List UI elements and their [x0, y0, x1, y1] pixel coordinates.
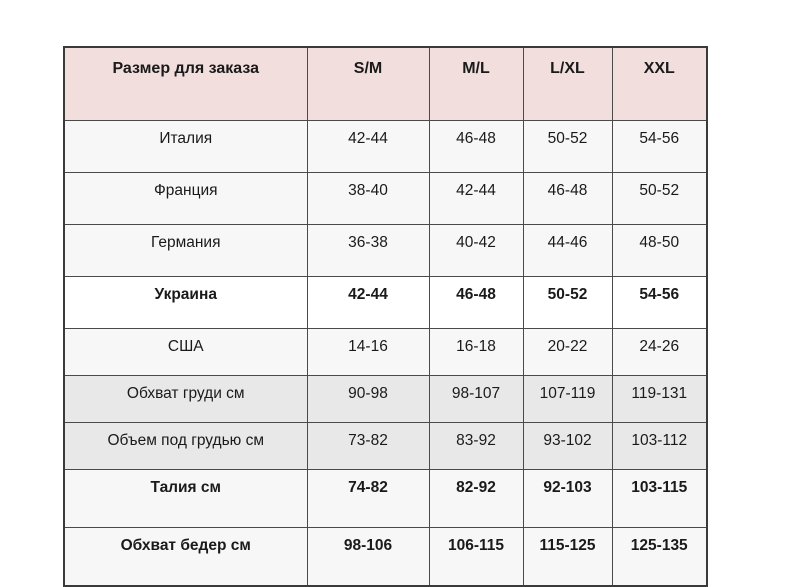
- row-label: Италия: [63, 120, 308, 173]
- header-row: Размер для заказа S/M M/L L/XL XXL: [63, 46, 708, 121]
- column-header-ml: M/L: [428, 46, 524, 121]
- cell-sm: 38-40: [306, 172, 430, 225]
- size-chart-container: Размер для заказа S/M M/L L/XL XXL Итали…: [63, 46, 708, 587]
- size-chart-table: Размер для заказа S/M M/L L/XL XXL Итали…: [63, 46, 708, 587]
- column-header-lxl: L/XL: [522, 46, 613, 121]
- row-label: США: [63, 328, 308, 376]
- row-label: Талия см: [63, 469, 308, 528]
- table-row: Обхват груди см 90-98 98-107 107-119 119-131: [63, 375, 708, 423]
- cell-lxl: 50-52: [522, 120, 613, 173]
- cell-ml: 98-107: [428, 375, 524, 423]
- cell-lxl: 46-48: [522, 172, 613, 225]
- cell-ml: 46-48: [428, 276, 524, 329]
- cell-lxl: 93-102: [522, 422, 613, 470]
- cell-sm: 36-38: [306, 224, 430, 277]
- table-row: Франция 38-40 42-44 46-48 50-52: [63, 172, 708, 225]
- cell-lxl: 44-46: [522, 224, 613, 277]
- cell-xxl: 54-56: [611, 276, 708, 329]
- table-row: Италия 42-44 46-48 50-52 54-56: [63, 120, 708, 173]
- cell-sm: 90-98: [306, 375, 430, 423]
- table-row: Германия 36-38 40-42 44-46 48-50: [63, 224, 708, 277]
- cell-xxl: 103-115: [611, 469, 708, 528]
- cell-ml: 82-92: [428, 469, 524, 528]
- cell-lxl: 107-119: [522, 375, 613, 423]
- cell-xxl: 54-56: [611, 120, 708, 173]
- cell-ml: 106-115: [428, 527, 524, 587]
- table-row: США 14-16 16-18 20-22 24-26: [63, 328, 708, 376]
- cell-xxl: 50-52: [611, 172, 708, 225]
- column-header-size-label: Размер для заказа: [63, 46, 308, 121]
- cell-ml: 83-92: [428, 422, 524, 470]
- row-label: Обхват бедер см: [63, 527, 308, 587]
- cell-lxl: 115-125: [522, 527, 613, 587]
- cell-lxl: 20-22: [522, 328, 613, 376]
- cell-ml: 40-42: [428, 224, 524, 277]
- row-label: Украина: [63, 276, 308, 329]
- cell-sm: 42-44: [306, 120, 430, 173]
- cell-xxl: 24-26: [611, 328, 708, 376]
- cell-sm: 74-82: [306, 469, 430, 528]
- row-label: Германия: [63, 224, 308, 277]
- cell-ml: 46-48: [428, 120, 524, 173]
- cell-lxl: 92-103: [522, 469, 613, 528]
- table-row: Украина 42-44 46-48 50-52 54-56: [63, 276, 708, 329]
- table-body: Италия 42-44 46-48 50-52 54-56 Франция 38-40 42…: [63, 120, 708, 587]
- row-label: Франция: [63, 172, 308, 225]
- table-row: Объем под грудью см 73-82 83-92 93-102 103-1…: [63, 422, 708, 470]
- table-header: Размер для заказа S/M M/L L/XL XXL: [63, 46, 708, 121]
- cell-sm: 42-44: [306, 276, 430, 329]
- cell-ml: 16-18: [428, 328, 524, 376]
- cell-sm: 14-16: [306, 328, 430, 376]
- column-header-xxl: XXL: [611, 46, 708, 121]
- cell-lxl: 50-52: [522, 276, 613, 329]
- row-label: Объем под грудью см: [63, 422, 308, 470]
- row-label: Обхват груди см: [63, 375, 308, 423]
- cell-ml: 42-44: [428, 172, 524, 225]
- cell-sm: 98-106: [306, 527, 430, 587]
- cell-xxl: 103-112: [611, 422, 708, 470]
- cell-xxl: 48-50: [611, 224, 708, 277]
- cell-sm: 73-82: [306, 422, 430, 470]
- cell-xxl: 119-131: [611, 375, 708, 423]
- cell-xxl: 125-135: [611, 527, 708, 587]
- table-row: Талия см 74-82 82-92 92-103 103-115: [63, 469, 708, 528]
- table-row: Обхват бедер см 98-106 106-115 115-125 125-1…: [63, 527, 708, 587]
- column-header-sm: S/M: [306, 46, 430, 121]
